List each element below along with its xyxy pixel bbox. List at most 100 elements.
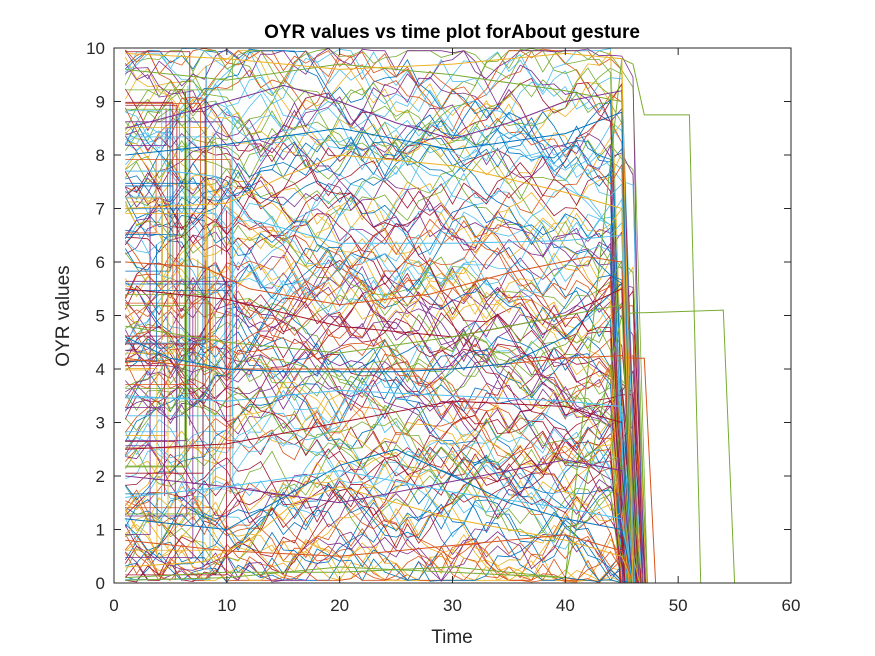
background-series-line [124,98,629,584]
background-series-line [124,171,646,584]
background-series-line [125,159,231,494]
chart-title: OYR values vs time plot forAbout gesture [264,22,640,43]
y-tick-label: 6 [96,253,105,272]
background-series-line [124,252,648,584]
background-series-line [125,205,151,447]
y-axis: 0 1 2 3 4 5 6 7 8 9 10 [86,39,791,593]
background-series-line [124,383,643,584]
background-series-line [125,407,165,484]
x-tick-label: 60 [782,596,801,615]
background-series-line [125,210,227,576]
background-series-line [125,56,233,91]
background-series-line [125,98,206,337]
background-series-line [125,110,163,561]
background-series-line [125,119,233,417]
background-series-line [125,130,625,584]
background-series-line [125,108,180,458]
series-line-4 [125,170,634,584]
background-series-line [124,305,621,584]
x-tick-label: 40 [556,596,575,615]
background-series-line [125,305,187,440]
y-tick-label: 3 [96,414,105,433]
background-series-line [125,280,237,347]
background-series-line [125,110,621,584]
x-axis-label: Time [431,627,473,648]
y-tick-label: 2 [96,467,105,486]
background-series-line [125,139,647,584]
background-series-line [125,141,642,584]
background-series-line [125,284,194,559]
background-series-line [124,191,633,584]
background-series-line [125,302,211,351]
background-series-line [125,85,189,399]
background-series-line [124,419,627,584]
x-tick-label: 50 [669,596,688,615]
y-axis-label: OYR values [53,265,74,366]
background-series-line [125,142,187,468]
background-series-line [125,77,640,584]
background-series-line [125,460,622,584]
x-tick-label: 30 [443,596,462,615]
x-tick-label: 20 [330,596,349,615]
background-series-line [125,266,210,509]
series-line-10 [125,63,634,584]
background-series-line [125,103,171,272]
x-axis: 0 10 20 30 40 50 60 [109,48,800,615]
background-series-line [124,532,627,584]
background-series-line [125,47,643,584]
background-series-line [124,382,645,584]
background-series-line [125,244,157,362]
background-series-line [125,208,639,584]
background-series-line [125,49,640,584]
background-series-line [125,437,646,584]
background-series-line [124,351,644,584]
background-series-line [125,196,234,494]
background-series-line [124,440,626,584]
background-series-line [125,48,626,584]
y-tick-label: 9 [96,93,105,112]
background-series-line [125,417,234,449]
y-tick-label: 8 [96,146,105,165]
background-series-line [124,261,643,584]
background-series-line [125,121,223,255]
background-series-line [124,142,624,584]
background-series-line [124,48,625,584]
background-series-line [125,201,169,549]
background-series-line [124,134,626,584]
background-series-line [124,215,621,584]
background-series-line [125,108,167,147]
background-series-line [124,390,631,584]
background-series-line [124,73,644,584]
background-series-line [125,431,167,436]
series-line-11 [125,389,634,584]
background-series-line [125,80,641,584]
background-series-line [124,122,622,584]
series-line-1 [125,309,736,584]
background-series-line [125,48,638,584]
background-series-line [124,92,639,584]
background-series-line [125,438,188,517]
background-series-line [125,159,157,234]
background-series-line [124,47,639,584]
series-line-18 [125,470,634,584]
y-tick-label: 1 [96,521,105,540]
background-series-line [125,285,196,385]
background-series-line [124,533,631,584]
background-series-line [125,90,186,467]
background-series-line [125,441,176,580]
series-line-15 [125,111,634,584]
series-line-16 [125,534,634,584]
background-series-line [124,485,626,584]
background-series-line [125,49,640,584]
series-layer [125,52,736,584]
background-series-line [125,368,158,554]
series-line-17 [125,304,634,584]
background-series-line [125,314,622,584]
series-line-12 [125,154,634,584]
background-series-line [124,301,629,584]
y-tick-label: 0 [96,574,105,593]
background-series-line [125,450,621,584]
background-series-line [124,214,635,584]
series-line-9 [125,256,634,584]
background-series-line [125,213,174,354]
